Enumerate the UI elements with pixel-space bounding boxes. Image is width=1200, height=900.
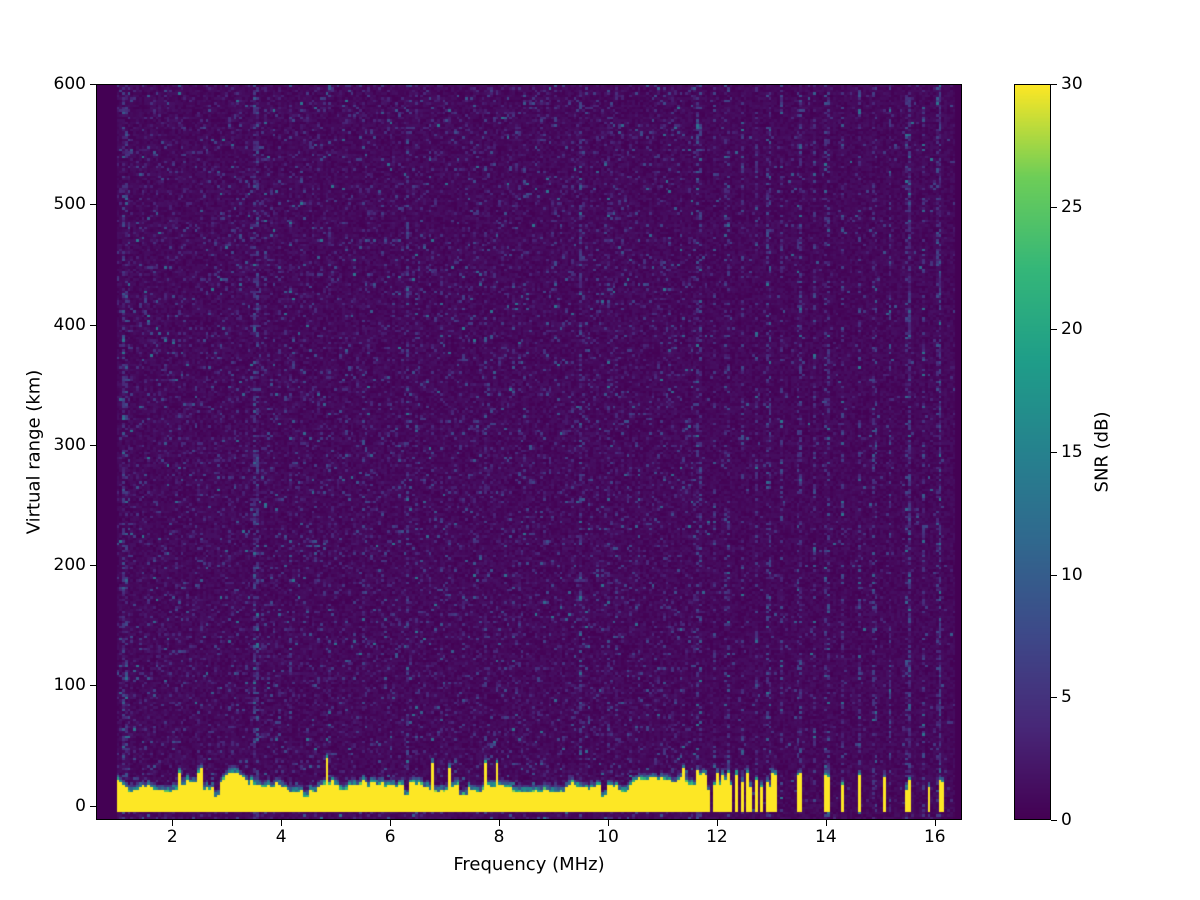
x-tick-mark: [172, 820, 174, 826]
x-tick-mark: [499, 820, 501, 826]
colorbar-gradient-canvas: [1015, 85, 1050, 819]
x-tick-label: 4: [275, 827, 287, 847]
y-axis-label: Virtual range (km): [23, 369, 45, 535]
ionogram-heatmap-canvas: [97, 85, 961, 819]
x-tick-label: 14: [815, 827, 837, 847]
colorbar-tick-label: 20: [1061, 319, 1083, 340]
x-tick-label: 16: [923, 827, 946, 847]
x-tick-mark: [716, 820, 718, 826]
y-tick-mark: [90, 565, 96, 567]
y-tick-mark: [90, 685, 96, 687]
x-tick-mark: [934, 820, 936, 826]
colorbar: [1014, 84, 1051, 820]
y-tick-label: 400: [53, 314, 86, 335]
y-tick-label: 200: [53, 555, 86, 576]
y-tick-label: 300: [53, 434, 86, 455]
colorbar-tick-label: 10: [1061, 564, 1083, 585]
colorbar-tick-label: 15: [1061, 442, 1083, 462]
colorbar-tick-mark: [1051, 697, 1057, 699]
x-tick-mark: [825, 820, 827, 826]
x-tick-mark: [281, 820, 283, 826]
colorbar-tick-label: 0: [1061, 810, 1072, 830]
y-tick-mark: [90, 805, 96, 807]
x-tick-label: 6: [384, 827, 396, 847]
x-tick-label: 12: [706, 827, 728, 847]
y-tick-mark: [90, 444, 96, 446]
colorbar-tick-mark: [1051, 84, 1057, 85]
colorbar-tick-mark: [1051, 452, 1057, 453]
colorbar-tick-mark: [1051, 206, 1057, 208]
colorbar-tick-label: 5: [1061, 687, 1072, 708]
colorbar-tick-label: 30: [1061, 74, 1083, 94]
x-tick-label: 8: [493, 827, 505, 847]
x-tick-label: 2: [166, 827, 178, 847]
x-tick-mark: [390, 820, 392, 826]
x-axis-label: Frequency (MHz): [453, 854, 605, 875]
x-tick-mark: [607, 820, 609, 826]
y-tick-mark: [90, 84, 96, 85]
colorbar-label: SNR (dB): [1091, 411, 1113, 493]
plot-area: [96, 84, 962, 820]
y-tick-mark: [90, 324, 96, 326]
colorbar-tick-label: 25: [1061, 196, 1083, 217]
y-tick-mark: [90, 204, 96, 206]
y-tick-label: 500: [53, 194, 86, 215]
y-tick-label: 600: [53, 74, 86, 94]
colorbar-tick-mark: [1051, 574, 1057, 576]
y-tick-label: 0: [75, 795, 86, 816]
y-tick-label: 100: [53, 675, 86, 696]
colorbar-tick-mark: [1051, 329, 1057, 331]
colorbar-tick-mark: [1051, 820, 1057, 821]
x-tick-label: 10: [597, 827, 619, 847]
